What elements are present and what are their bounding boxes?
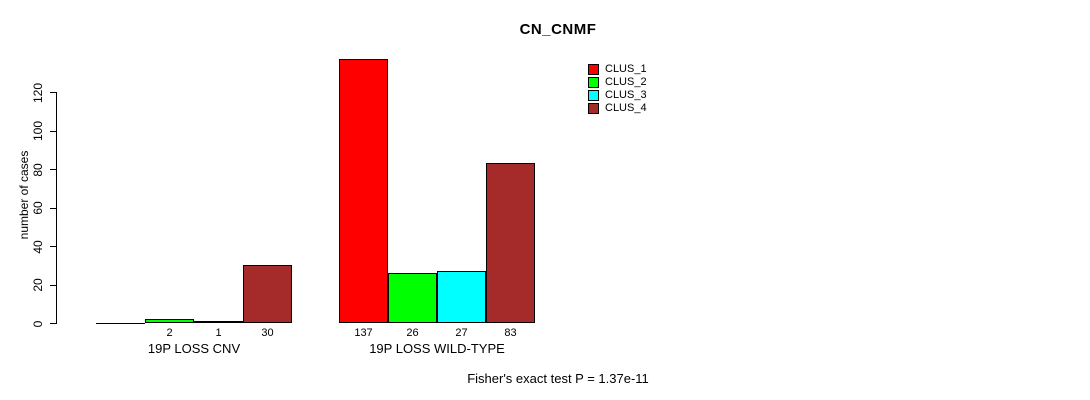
y-tick — [50, 284, 56, 286]
y-tick-label: 40 — [31, 239, 45, 254]
bar-clus_4-0 — [243, 265, 292, 323]
legend-swatch-icon — [588, 64, 599, 75]
bar-clus_2-0 — [145, 319, 194, 323]
bar-value-label: 137 — [354, 327, 373, 339]
y-tick-label: 100 — [31, 120, 45, 142]
chart-title: CN_CNMF — [519, 21, 597, 38]
legend-label: CLUS_3 — [605, 89, 647, 101]
y-tick-label: 20 — [31, 278, 45, 292]
bar-clus_1-0 — [96, 323, 145, 324]
y-tick-label: 60 — [31, 201, 45, 215]
y-tick — [50, 323, 56, 324]
bar-clus_1-1 — [339, 59, 388, 323]
legend-swatch-icon — [588, 77, 599, 88]
fisher-test-annotation: Fisher's exact test P = 1.37e-11 — [467, 371, 649, 386]
category-label: 19P LOSS CNV — [147, 341, 241, 356]
bar-clus_4-1 — [486, 163, 535, 323]
bar-value-label: 27 — [455, 327, 468, 339]
y-tick — [50, 169, 56, 170]
y-tick — [50, 207, 56, 209]
bar-value-label: 83 — [504, 327, 517, 339]
legend-swatch-icon — [588, 103, 599, 114]
legend-swatch-icon — [588, 90, 599, 101]
bar-clus_3-1 — [437, 271, 486, 323]
bar-value-label: 26 — [406, 327, 419, 339]
bar-value-label: 1 — [215, 327, 222, 339]
legend-label: CLUS_4 — [605, 102, 647, 114]
legend-label: CLUS_2 — [605, 76, 647, 88]
bar-value-label: 30 — [261, 327, 274, 339]
category-label: 19P LOSS WILD-TYPE — [369, 341, 505, 356]
y-axis-line — [56, 92, 57, 324]
bar-value-label: 2 — [166, 327, 173, 339]
y-axis-label: number of cases — [17, 150, 31, 240]
y-tick — [50, 130, 56, 132]
bar-clus_3-0 — [194, 321, 243, 323]
y-tick — [50, 246, 56, 247]
bar-clus_2-1 — [388, 273, 437, 323]
y-tick — [50, 92, 56, 93]
y-tick-label: 80 — [31, 162, 45, 177]
y-tick-label: 0 — [31, 320, 45, 327]
y-tick-label: 120 — [31, 82, 45, 103]
legend-label: CLUS_1 — [605, 63, 647, 75]
